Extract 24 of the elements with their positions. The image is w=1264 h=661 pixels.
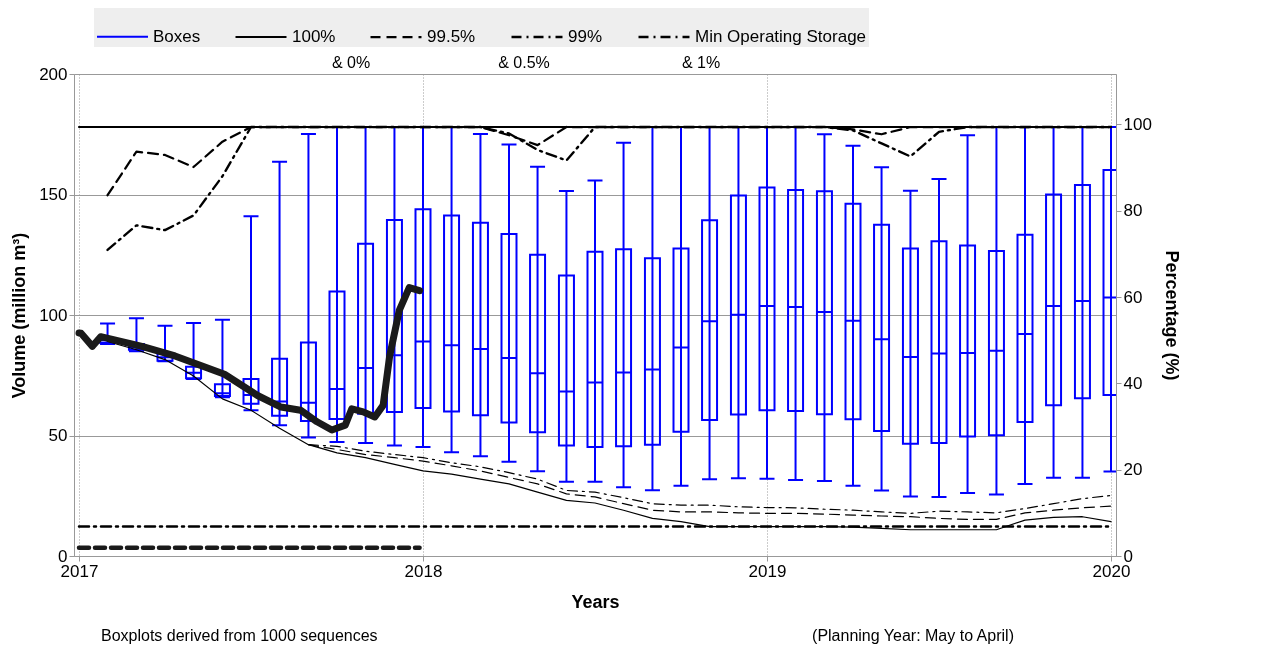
legend-label: Min Operating Storage — [695, 27, 867, 46]
y2-tick-label: 100 — [1123, 114, 1152, 134]
y2-tick-label: 60 — [1123, 287, 1143, 307]
text: (Planning Year: May to April) — [812, 627, 1014, 644]
y2-tick-label: 40 — [1123, 373, 1143, 393]
y2-axis-title: Percentage (%) — [1161, 250, 1182, 381]
text: & 1% — [681, 54, 721, 71]
x-axis-title: Years — [571, 591, 620, 612]
legend-label: 100% — [292, 27, 336, 46]
x-tick-label: 2019 — [748, 561, 787, 581]
text: & 0.5% — [498, 54, 550, 71]
text: Boxplots derived from 1000 sequences — [101, 627, 378, 644]
legend-label: 99.5% — [427, 27, 476, 46]
y-tick-label: 150 — [39, 185, 68, 204]
legend-label: Boxes — [153, 26, 201, 46]
y-tick-label: 200 — [39, 64, 68, 84]
y2-tick-label: 20 — [1123, 460, 1143, 480]
legend-label: 99% — [568, 27, 603, 46]
y-axis-title: Volume (million m³) — [9, 232, 30, 399]
y2-tick-label: 80 — [1123, 201, 1143, 221]
y-tick-label: 50 — [48, 426, 68, 445]
x-tick-label: 2018 — [404, 561, 443, 581]
text: & 0% — [331, 54, 371, 71]
y-tick-label: 100 — [39, 305, 68, 325]
